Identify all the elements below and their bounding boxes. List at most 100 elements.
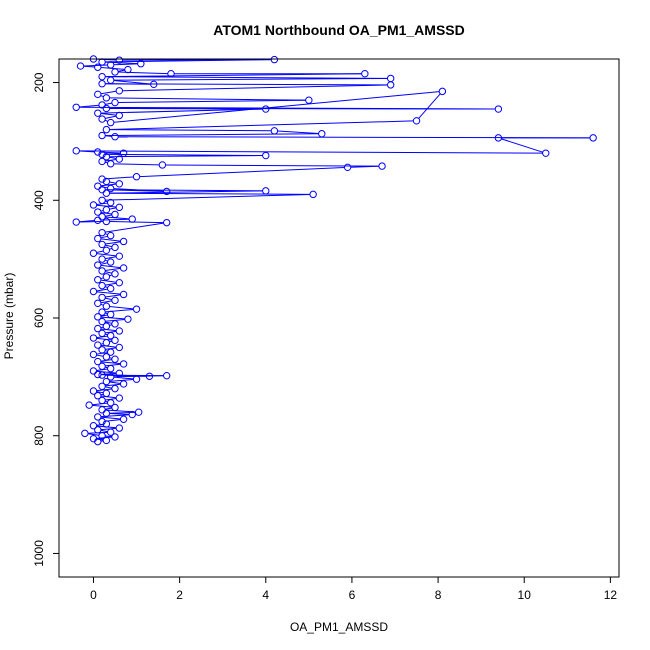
x-tick-label: 6 <box>349 588 356 602</box>
data-point <box>89 350 98 359</box>
data-point <box>305 96 313 104</box>
data-point <box>89 367 98 375</box>
data-point <box>89 249 98 257</box>
y-axis: 200 400 600 800 1000 <box>32 72 60 567</box>
series-segment <box>96 253 117 257</box>
data-point <box>262 105 270 113</box>
series-segment <box>96 391 104 394</box>
series-segment <box>92 402 108 406</box>
data-point <box>106 61 115 69</box>
data-point <box>343 163 352 172</box>
series-segment <box>105 176 134 180</box>
data-point <box>145 372 154 380</box>
series-segment <box>105 294 121 298</box>
data-point <box>72 218 80 226</box>
data-point <box>106 284 115 293</box>
series-segment <box>105 115 117 119</box>
data-point <box>106 184 115 193</box>
data-point <box>102 409 111 418</box>
data-point <box>128 215 136 223</box>
data-point <box>137 60 145 68</box>
data-point <box>132 375 141 383</box>
data-point <box>412 117 421 125</box>
series-segment <box>105 241 121 245</box>
data-point <box>115 369 124 378</box>
data-point <box>98 308 106 316</box>
data-point <box>102 377 111 386</box>
series-segment <box>100 279 117 283</box>
data-point <box>162 371 171 380</box>
series-segment <box>105 216 130 220</box>
series-segment <box>100 235 108 239</box>
series-segment <box>109 120 414 131</box>
data-point <box>262 151 270 160</box>
data-point <box>386 81 395 89</box>
series-segment <box>100 328 117 332</box>
series-segment <box>105 76 388 79</box>
series-segment <box>100 90 117 95</box>
series-segment <box>501 138 543 153</box>
data-point <box>111 384 119 393</box>
data-point <box>98 213 106 221</box>
data-point <box>94 63 102 71</box>
data-point <box>115 252 124 260</box>
data-point <box>111 296 119 305</box>
data-point <box>111 320 119 328</box>
series-segment <box>118 69 125 72</box>
data-point <box>115 87 124 95</box>
series-segment <box>113 79 151 85</box>
data-point <box>119 380 128 388</box>
data-point <box>111 270 119 278</box>
data-point <box>119 415 128 423</box>
data-point <box>119 149 128 157</box>
series-segment <box>113 188 164 192</box>
data-point <box>98 293 106 302</box>
data-point <box>361 70 369 78</box>
series-segment <box>109 381 121 384</box>
chart-title: ATOM1 Northbound OA_PM1_AMSSD <box>213 22 465 38</box>
series-segment <box>100 262 108 265</box>
series-segment <box>122 59 272 61</box>
series-segment <box>100 264 121 269</box>
data-point <box>111 433 119 441</box>
data-point <box>106 258 115 266</box>
data-point <box>318 130 326 138</box>
series-segment <box>100 183 117 187</box>
data-point <box>89 387 98 395</box>
series-segment <box>118 99 306 104</box>
x-tick-label: 4 <box>262 588 269 602</box>
data-point <box>378 162 386 170</box>
series-segment <box>105 244 112 248</box>
series-segment <box>109 411 136 414</box>
data-point <box>270 55 279 64</box>
data-point <box>98 196 106 204</box>
series-segment <box>109 192 310 195</box>
data-point <box>102 246 111 255</box>
data-point <box>94 357 102 366</box>
data-point <box>102 177 111 186</box>
series-segment <box>109 181 117 184</box>
series-segment <box>118 136 590 139</box>
data-point <box>94 276 102 284</box>
data-point <box>98 406 106 414</box>
series-segment <box>105 386 112 389</box>
series-segment <box>100 316 125 320</box>
data-point <box>589 134 597 142</box>
y-tick-label: 600 <box>32 308 46 328</box>
series-segment <box>105 363 121 367</box>
data-point <box>98 267 106 275</box>
data-point <box>89 422 98 430</box>
series-segment <box>109 413 130 415</box>
data-point <box>111 403 119 412</box>
data-point <box>85 401 93 409</box>
series-segment <box>105 267 121 271</box>
series-segment <box>100 66 125 70</box>
data-point <box>386 74 395 83</box>
data-point <box>102 420 111 428</box>
series-segment <box>87 433 99 436</box>
data-point <box>94 413 102 421</box>
data-point <box>102 104 111 113</box>
data-point <box>89 201 98 209</box>
x-axis-label: OA_PM1_AMSSD <box>290 620 388 634</box>
data-point <box>94 234 102 243</box>
